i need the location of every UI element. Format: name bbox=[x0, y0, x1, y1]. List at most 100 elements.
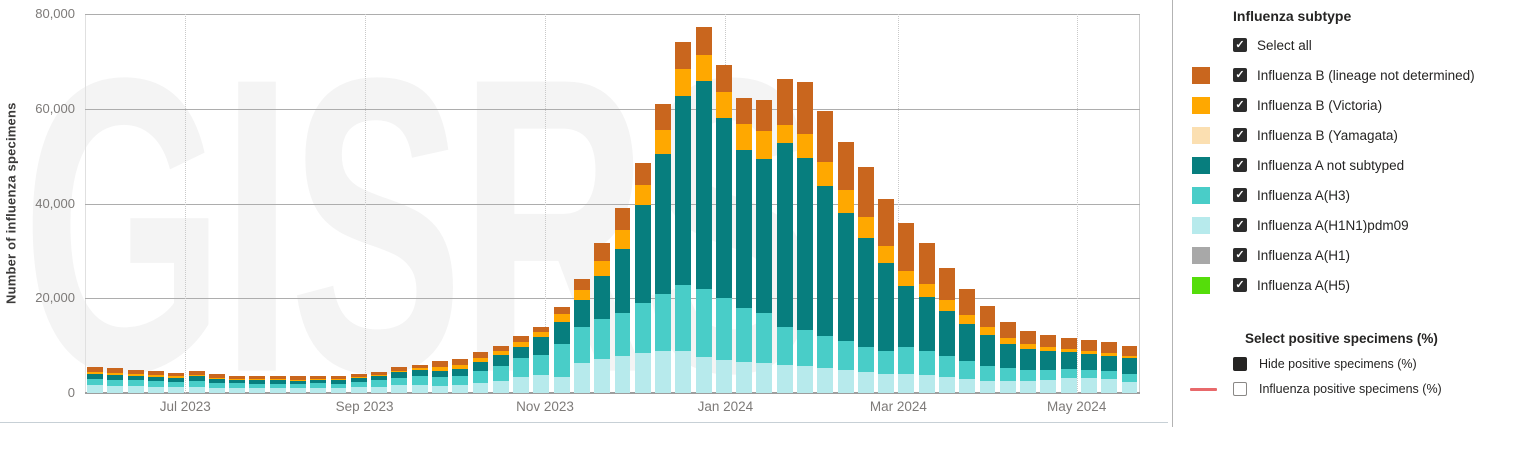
bar-week-6[interactable] bbox=[186, 14, 206, 393]
bar-segment[interactable] bbox=[1121, 381, 1138, 393]
bar-week-20[interactable] bbox=[470, 14, 490, 393]
bar-segment[interactable] bbox=[675, 42, 692, 70]
bar-segment[interactable] bbox=[1060, 368, 1077, 378]
bar-segment[interactable] bbox=[168, 381, 185, 388]
bar-segment[interactable] bbox=[1121, 374, 1138, 382]
bar-segment[interactable] bbox=[999, 321, 1016, 339]
bar-segment[interactable] bbox=[330, 388, 347, 393]
checkbox-filled[interactable] bbox=[1233, 357, 1247, 371]
bar-segment[interactable] bbox=[695, 27, 712, 56]
bar-segment[interactable] bbox=[1080, 353, 1097, 370]
bar-segment[interactable] bbox=[472, 362, 489, 372]
bar-segment[interactable] bbox=[857, 166, 874, 217]
bar-segment[interactable] bbox=[391, 385, 408, 393]
bar-segment[interactable] bbox=[594, 319, 611, 359]
bar-segment[interactable] bbox=[472, 358, 489, 363]
bar-segment[interactable] bbox=[188, 380, 205, 387]
bar-segment[interactable] bbox=[107, 385, 124, 393]
bar-segment[interactable] bbox=[573, 290, 590, 301]
bar-segment[interactable] bbox=[594, 358, 611, 393]
bar-segment[interactable] bbox=[290, 379, 306, 381]
bar-week-27[interactable] bbox=[612, 14, 632, 393]
legend-item-influenza-b-victoria-[interactable]: ✓ Influenza B (Victoria) bbox=[1173, 93, 1515, 117]
bar-segment[interactable] bbox=[229, 387, 246, 393]
bar-segment[interactable] bbox=[817, 161, 834, 187]
bar-week-4[interactable] bbox=[146, 14, 166, 393]
bar-week-10[interactable] bbox=[268, 14, 288, 393]
bar-segment[interactable] bbox=[330, 383, 347, 389]
bar-week-40[interactable] bbox=[876, 14, 896, 393]
bar-segment[interactable] bbox=[999, 368, 1016, 382]
bar-segment[interactable] bbox=[127, 374, 144, 376]
bar-segment[interactable] bbox=[675, 285, 692, 352]
bar-segment[interactable] bbox=[249, 380, 266, 384]
bar-week-15[interactable] bbox=[369, 14, 389, 393]
bar-week-24[interactable] bbox=[551, 14, 571, 393]
bar-segment[interactable] bbox=[168, 376, 185, 378]
bar-segment[interactable] bbox=[959, 314, 976, 325]
bar-segment[interactable] bbox=[452, 358, 469, 366]
legend-item-influenza-a-h5-[interactable]: ✓ Influenza A(H5) bbox=[1173, 273, 1515, 297]
bar-segment[interactable] bbox=[371, 386, 388, 393]
bar-week-32[interactable] bbox=[714, 14, 734, 393]
legend-item-influenza-a-not-subtyped[interactable]: ✓ Influenza A not subtyped bbox=[1173, 153, 1515, 177]
bar-week-50[interactable] bbox=[1079, 14, 1099, 393]
bar-segment[interactable] bbox=[715, 359, 732, 393]
bar-segment[interactable] bbox=[452, 384, 469, 393]
bar-segment[interactable] bbox=[269, 383, 286, 389]
bar-segment[interactable] bbox=[411, 376, 428, 386]
bar-segment[interactable] bbox=[431, 366, 448, 371]
bar-week-28[interactable] bbox=[633, 14, 653, 393]
bar-segment[interactable] bbox=[533, 336, 550, 356]
bar-segment[interactable] bbox=[229, 375, 246, 379]
bar-segment[interactable] bbox=[898, 347, 915, 375]
bar-week-49[interactable] bbox=[1059, 14, 1079, 393]
bar-segment[interactable] bbox=[756, 363, 773, 393]
bar-segment[interactable] bbox=[939, 267, 955, 300]
bar-week-17[interactable] bbox=[410, 14, 430, 393]
bar-segment[interactable] bbox=[979, 327, 996, 336]
bar-segment[interactable] bbox=[87, 372, 104, 374]
bar-segment[interactable] bbox=[188, 370, 205, 376]
bar-segment[interactable] bbox=[715, 118, 732, 299]
bar-segment[interactable] bbox=[513, 341, 529, 347]
bar-segment[interactable] bbox=[573, 326, 590, 364]
bar-segment[interactable] bbox=[878, 198, 895, 247]
bar-segment[interactable] bbox=[999, 344, 1016, 369]
bar-segment[interactable] bbox=[797, 366, 813, 393]
bar-week-25[interactable] bbox=[572, 14, 592, 393]
bar-segment[interactable] bbox=[999, 338, 1016, 345]
bar-segment[interactable] bbox=[736, 98, 753, 125]
bar-segment[interactable] bbox=[431, 370, 448, 377]
bar-segment[interactable] bbox=[391, 366, 408, 371]
bar-segment[interactable] bbox=[878, 373, 895, 393]
bar-segment[interactable] bbox=[878, 263, 895, 352]
bar-segment[interactable] bbox=[634, 303, 651, 354]
bar-segment[interactable] bbox=[148, 375, 164, 377]
bar-week-31[interactable] bbox=[693, 14, 713, 393]
bar-segment[interactable] bbox=[797, 81, 813, 134]
bar-week-38[interactable] bbox=[835, 14, 855, 393]
bar-segment[interactable] bbox=[1121, 358, 1138, 375]
bar-segment[interactable] bbox=[655, 129, 671, 155]
bar-week-23[interactable] bbox=[531, 14, 551, 393]
bar-segment[interactable] bbox=[229, 378, 246, 380]
bar-segment[interactable] bbox=[452, 369, 469, 376]
bar-week-42[interactable] bbox=[917, 14, 937, 393]
bar-segment[interactable] bbox=[168, 387, 185, 393]
bar-segment[interactable] bbox=[431, 376, 448, 386]
bar-segment[interactable] bbox=[127, 380, 144, 387]
bar-segment[interactable] bbox=[655, 104, 671, 130]
bar-segment[interactable] bbox=[330, 379, 347, 381]
bar-segment[interactable] bbox=[857, 371, 874, 393]
bar-segment[interactable] bbox=[553, 306, 570, 315]
bar-segment[interactable] bbox=[492, 350, 509, 356]
bar-segment[interactable] bbox=[208, 387, 225, 393]
bar-segment[interactable] bbox=[715, 92, 732, 119]
legend-item-influenza-positive-specimens-[interactable]: Influenza positive specimens (%) bbox=[1173, 377, 1515, 401]
bar-segment[interactable] bbox=[513, 376, 529, 393]
bar-segment[interactable] bbox=[168, 377, 185, 382]
bar-segment[interactable] bbox=[695, 55, 712, 82]
bar-segment[interactable] bbox=[979, 380, 996, 393]
bar-week-41[interactable] bbox=[896, 14, 916, 393]
